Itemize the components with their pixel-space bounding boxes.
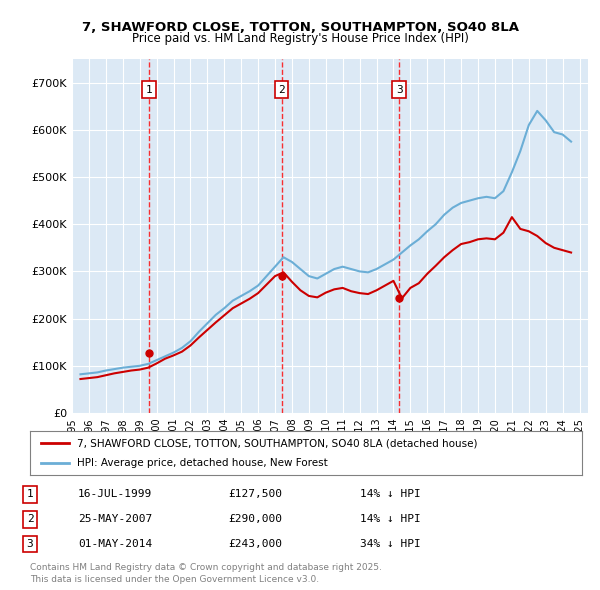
Text: 01-MAY-2014: 01-MAY-2014 bbox=[78, 539, 152, 549]
Text: Price paid vs. HM Land Registry's House Price Index (HPI): Price paid vs. HM Land Registry's House … bbox=[131, 32, 469, 45]
Text: 7, SHAWFORD CLOSE, TOTTON, SOUTHAMPTON, SO40 8LA (detached house): 7, SHAWFORD CLOSE, TOTTON, SOUTHAMPTON, … bbox=[77, 438, 478, 448]
Text: Contains HM Land Registry data © Crown copyright and database right 2025.: Contains HM Land Registry data © Crown c… bbox=[30, 563, 382, 572]
Text: £290,000: £290,000 bbox=[228, 514, 282, 524]
Text: 7, SHAWFORD CLOSE, TOTTON, SOUTHAMPTON, SO40 8LA: 7, SHAWFORD CLOSE, TOTTON, SOUTHAMPTON, … bbox=[82, 21, 518, 34]
Text: This data is licensed under the Open Government Licence v3.0.: This data is licensed under the Open Gov… bbox=[30, 575, 319, 584]
Point bbox=[277, 271, 287, 281]
Text: 2: 2 bbox=[26, 514, 34, 524]
Text: 34% ↓ HPI: 34% ↓ HPI bbox=[360, 539, 421, 549]
Text: 3: 3 bbox=[26, 539, 34, 549]
Text: £243,000: £243,000 bbox=[228, 539, 282, 549]
Point bbox=[394, 294, 404, 303]
Text: 1: 1 bbox=[26, 490, 34, 499]
Point bbox=[144, 348, 154, 358]
Text: HPI: Average price, detached house, New Forest: HPI: Average price, detached house, New … bbox=[77, 458, 328, 467]
Text: 1: 1 bbox=[145, 85, 152, 94]
Text: 14% ↓ HPI: 14% ↓ HPI bbox=[360, 490, 421, 499]
Text: 3: 3 bbox=[396, 85, 403, 94]
Text: £127,500: £127,500 bbox=[228, 490, 282, 499]
Text: 14% ↓ HPI: 14% ↓ HPI bbox=[360, 514, 421, 524]
Text: 25-MAY-2007: 25-MAY-2007 bbox=[78, 514, 152, 524]
Text: 2: 2 bbox=[278, 85, 285, 94]
Text: 16-JUL-1999: 16-JUL-1999 bbox=[78, 490, 152, 499]
